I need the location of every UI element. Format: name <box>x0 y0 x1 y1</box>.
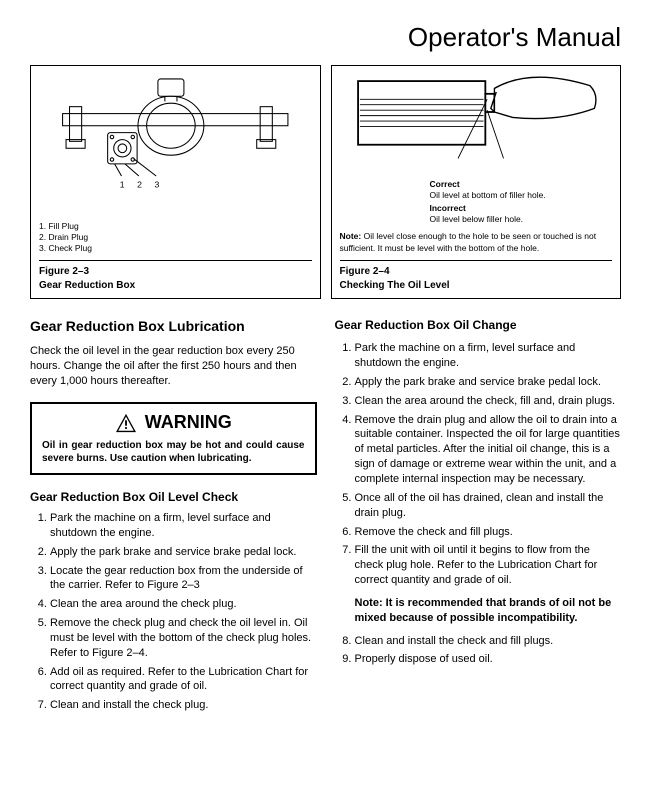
callout-3: 3 <box>154 179 159 189</box>
legend-item-2: 2. Drain Plug <box>39 232 312 243</box>
lubrication-intro: Check the oil level in the gear reductio… <box>30 344 317 389</box>
level-step-4: Clean the area around the check plug. <box>50 597 317 612</box>
warning-header: WARNING <box>42 410 305 434</box>
correct-header: Correct <box>430 179 613 190</box>
change-step-8: Clean and install the check and fill plu… <box>355 634 622 649</box>
figure-2-3-caption: Figure 2–3 Gear Reduction Box <box>39 260 312 292</box>
callout-1: 1 <box>120 179 125 189</box>
figure-2-3-illustration: 1 2 3 <box>39 72 312 217</box>
oil-change-steps-a: Park the machine on a firm, level surfac… <box>335 341 622 588</box>
lubrication-heading: Gear Reduction Box Lubrication <box>30 317 317 336</box>
figure-2-4: Correct Oil level at bottom of filler ho… <box>331 65 622 299</box>
oil-change-note: Note: It is recommended that brands of o… <box>355 596 622 626</box>
incorrect-label: Incorrect Oil level below filler hole. <box>340 203 613 225</box>
change-step-6: Remove the check and fill plugs. <box>355 525 622 540</box>
oil-change-steps-b: Clean and install the check and fill plu… <box>335 634 622 668</box>
change-step-1: Park the machine on a firm, level surfac… <box>355 341 622 371</box>
figure-2-3-legend: 1. Fill Plug 2. Drain Plug 3. Check Plug <box>39 221 312 254</box>
right-column: Gear Reduction Box Oil Change Park the m… <box>335 317 622 717</box>
figure-2-4-number: Figure 2–4 <box>340 265 613 279</box>
warning-label: WARNING <box>145 410 232 434</box>
change-step-3: Clean the area around the check, fill an… <box>355 394 622 409</box>
warning-box: WARNING Oil in gear reduction box may be… <box>30 402 317 474</box>
oil-change-heading: Gear Reduction Box Oil Change <box>335 317 622 333</box>
legend-item-3: 3. Check Plug <box>39 243 312 254</box>
change-step-7: Fill the unit with oil until it begins t… <box>355 543 622 588</box>
page-title: Operator's Manual <box>30 20 621 55</box>
content-columns: Gear Reduction Box Lubrication Check the… <box>30 317 621 717</box>
level-step-7: Clean and install the check plug. <box>50 698 317 713</box>
figure-2-4-note: Note: Oil level close enough to the hole… <box>340 231 613 254</box>
oil-level-check-heading: Gear Reduction Box Oil Level Check <box>30 489 317 505</box>
level-step-5: Remove the check plug and check the oil … <box>50 616 317 661</box>
figure-2-3-number: Figure 2–3 <box>39 265 312 279</box>
change-step-4: Remove the drain plug and allow the oil … <box>355 413 622 487</box>
level-step-2: Apply the park brake and service brake p… <box>50 545 317 560</box>
oil-level-svg <box>340 72 613 172</box>
correct-label: Correct Oil level at bottom of filler ho… <box>340 179 613 201</box>
figures-row: 1 2 3 1. Fill Plug 2. Drain Plug 3. Chec… <box>30 65 621 299</box>
figure-2-4-caption: Figure 2–4 Checking The Oil Level <box>340 260 613 292</box>
figure-2-3: 1 2 3 1. Fill Plug 2. Drain Plug 3. Chec… <box>30 65 321 299</box>
callout-2: 2 <box>137 179 142 189</box>
incorrect-text: Oil level below filler hole. <box>430 214 524 224</box>
level-step-6: Add oil as required. Refer to the Lubric… <box>50 665 317 695</box>
left-column: Gear Reduction Box Lubrication Check the… <box>30 317 317 717</box>
level-step-3: Locate the gear reduction box from the u… <box>50 564 317 594</box>
figure-2-3-title: Gear Reduction Box <box>39 279 312 293</box>
warning-text: Oil in gear reduction box may be hot and… <box>42 439 305 465</box>
note-text: Oil level close enough to the hole to be… <box>340 231 597 252</box>
change-step-9: Properly dispose of used oil. <box>355 652 622 667</box>
figure-2-4-title: Checking The Oil Level <box>340 279 613 293</box>
incorrect-header: Incorrect <box>430 203 613 214</box>
change-step-5: Once all of the oil has drained, clean a… <box>355 491 622 521</box>
change-step-2: Apply the park brake and service brake p… <box>355 375 622 390</box>
level-step-1: Park the machine on a firm, level surfac… <box>50 511 317 541</box>
oil-level-check-steps: Park the machine on a firm, level surfac… <box>30 511 317 713</box>
warning-icon <box>115 413 137 433</box>
correct-text: Oil level at bottom of filler hole. <box>430 190 546 200</box>
figure-2-4-illustration: Correct Oil level at bottom of filler ho… <box>340 72 613 225</box>
gear-reduction-box-svg: 1 2 3 <box>39 72 312 202</box>
note-label: Note: <box>340 231 362 241</box>
legend-item-1: 1. Fill Plug <box>39 221 312 232</box>
